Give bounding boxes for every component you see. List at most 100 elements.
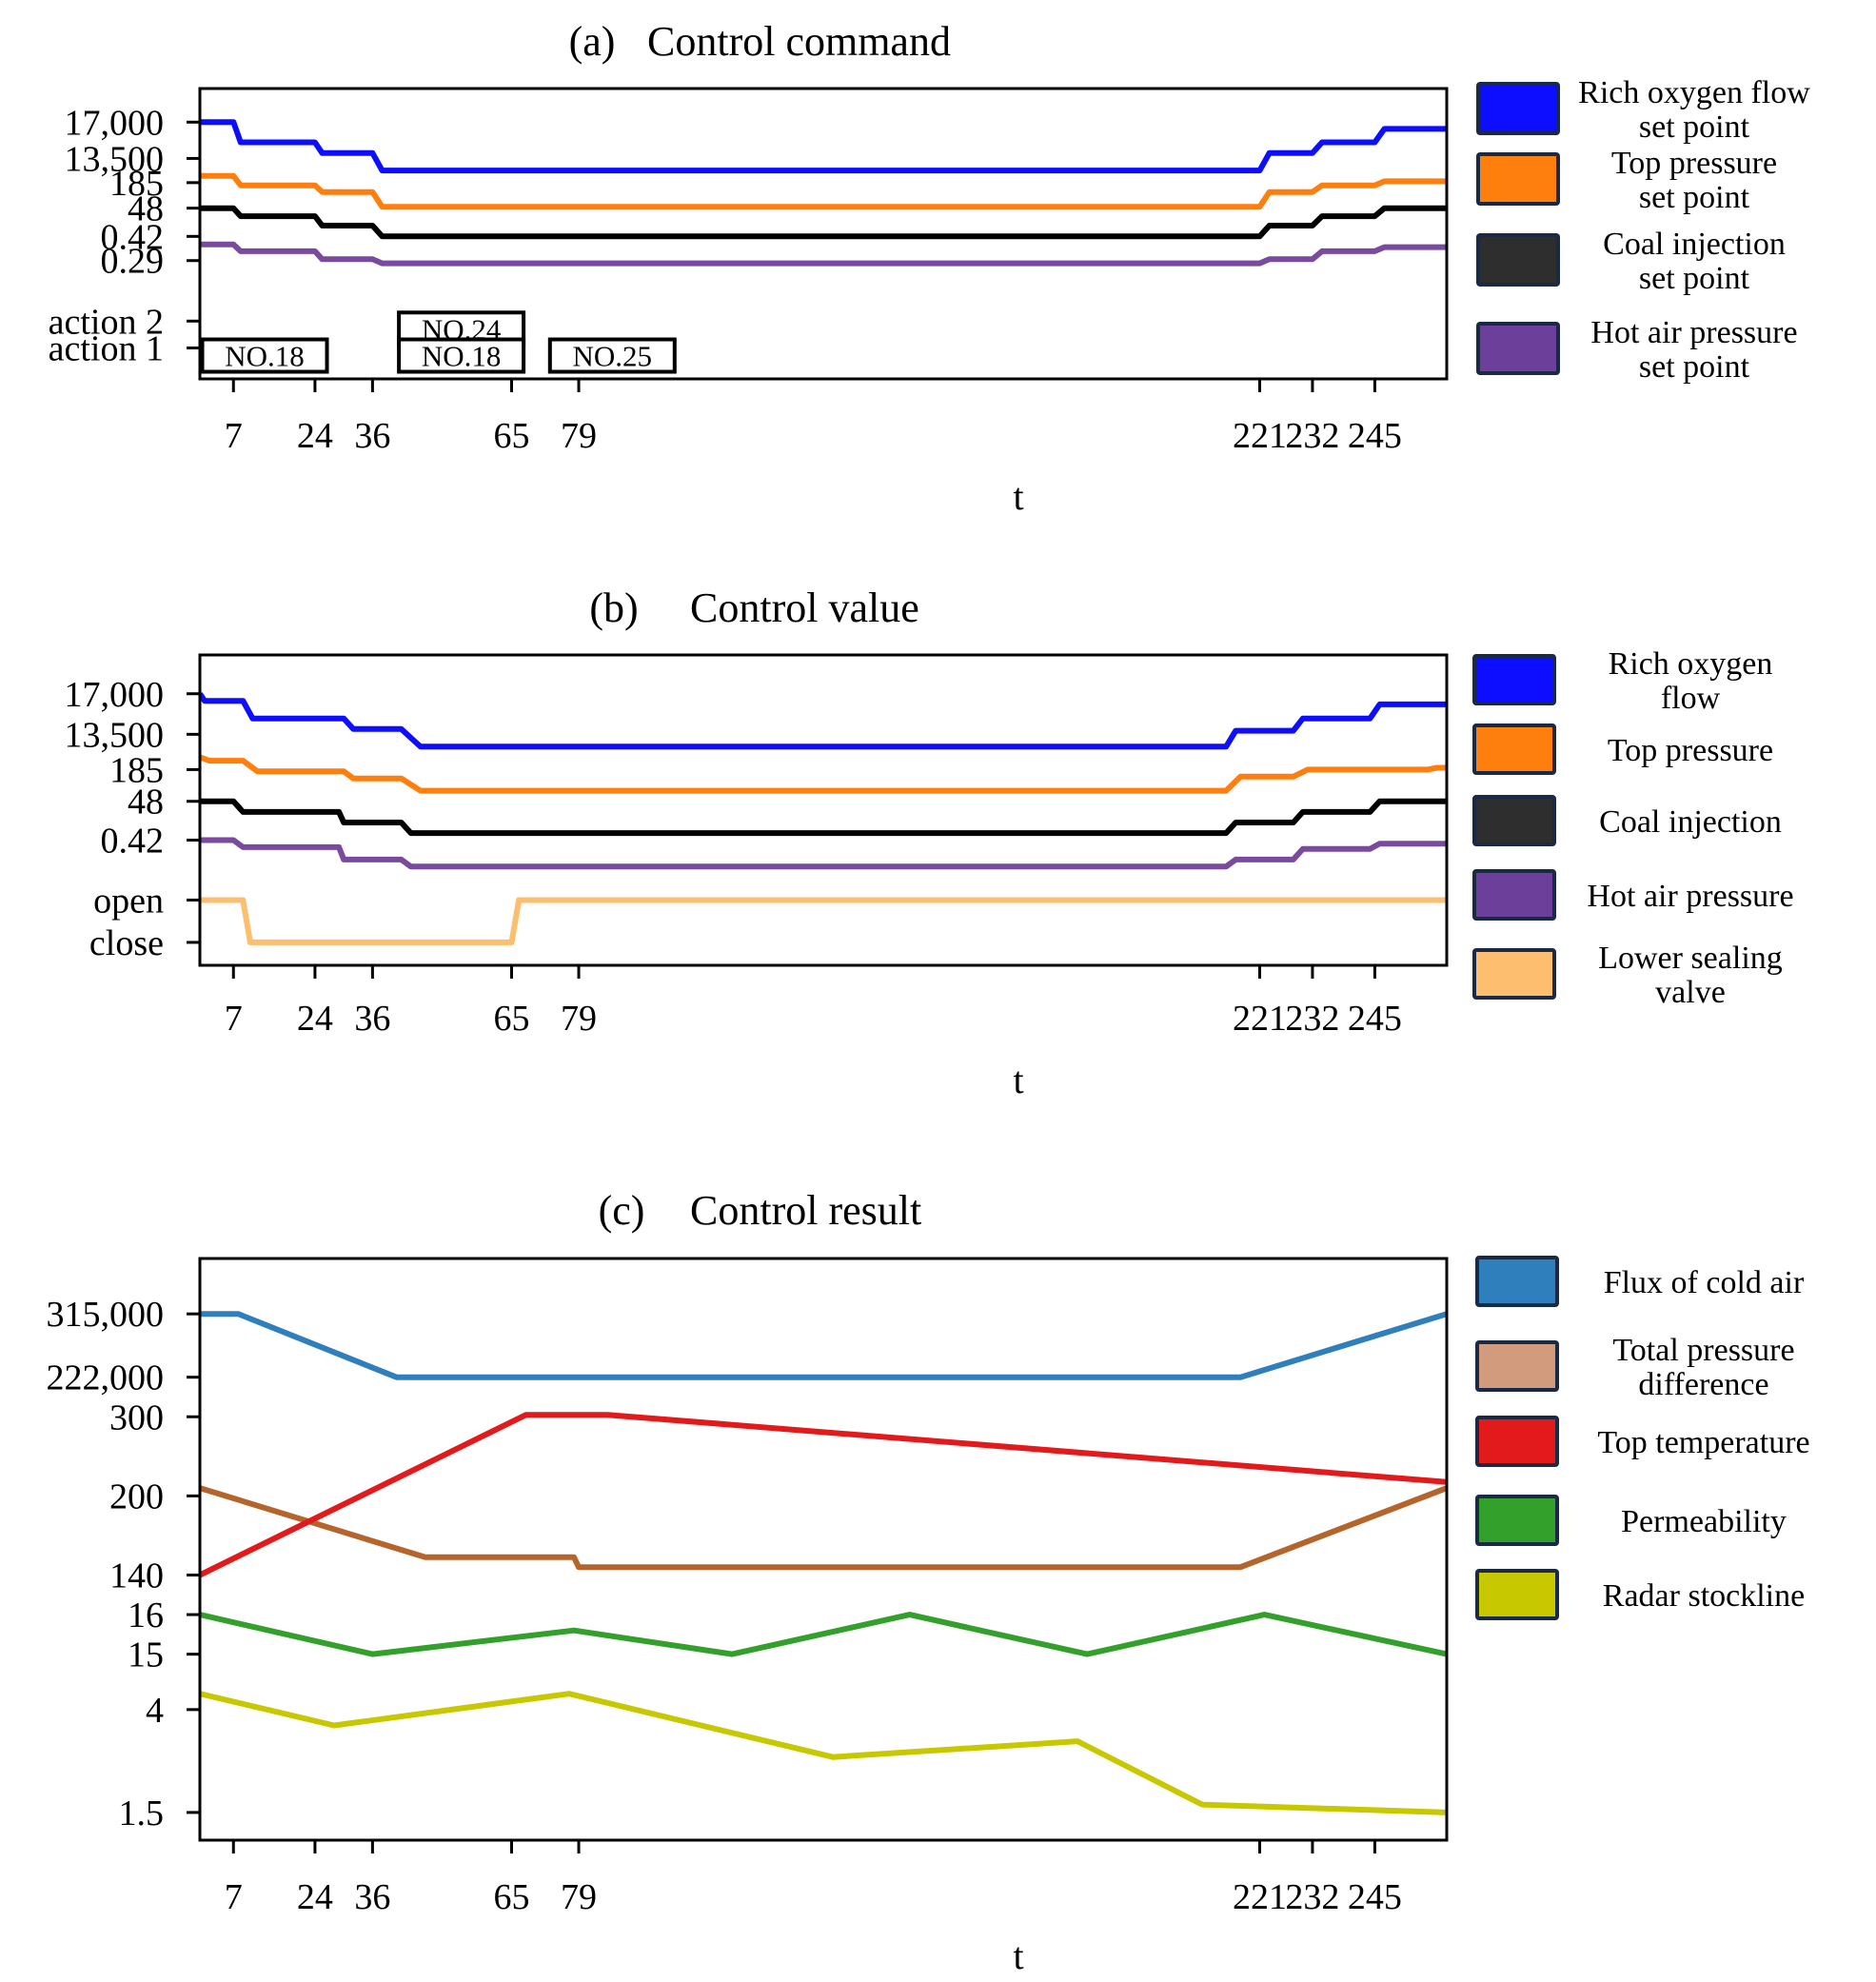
x-tick-label: 7: [225, 999, 243, 1039]
annotation-label: NO.18: [225, 340, 305, 373]
x-tick-label: 24: [297, 416, 333, 456]
y-tick-label: 13,500: [65, 715, 165, 755]
legend-swatch: [1472, 654, 1556, 705]
panel-label: (b): [589, 585, 638, 631]
legend: Flux of cold air Total pressuredifference…: [1475, 1256, 1810, 1620]
x-tick-label: 36: [354, 1877, 390, 1917]
legend-swatch: [1475, 1416, 1559, 1467]
legend-swatch: [1475, 1569, 1559, 1620]
x-tick-label: 245: [1348, 416, 1402, 456]
annotation-label: NO.18: [422, 340, 502, 373]
y-tick-label: 0.42: [101, 821, 165, 861]
x-tick-label: 221: [1233, 1877, 1287, 1917]
y-tick-label: 17,000: [65, 103, 165, 143]
x-tick-label: 24: [297, 999, 333, 1039]
series-line-top-pressure-set-point: [200, 172, 1447, 210]
x-tick-label: 65: [494, 1877, 530, 1917]
legend-label: Radar stockline: [1603, 1578, 1805, 1614]
series-line-total-pressure-difference: [200, 1485, 1447, 1571]
legend-swatch: [1476, 322, 1560, 375]
series-line-hot-air-pressure-set-point: [200, 241, 1447, 267]
legend-label: flow: [1661, 681, 1721, 716]
series-line-top-pressure: [200, 754, 1447, 794]
legend-swatch: [1472, 723, 1556, 775]
panel-label: (a): [569, 18, 616, 65]
series-line-rich-oxygen-flow: [200, 692, 1447, 750]
legend-label: Rich oxygen: [1609, 646, 1773, 682]
legend-label: difference: [1638, 1367, 1768, 1402]
plot-frame: [198, 87, 1449, 381]
x-tick-label: 65: [494, 416, 530, 456]
x-tick-label: 36: [354, 416, 390, 456]
legend-label: valve: [1655, 975, 1726, 1010]
series-line-lower-sealing-valve: [200, 897, 1447, 945]
series-group: [200, 692, 1447, 945]
legend-swatch: [1472, 869, 1556, 921]
legend-label: set point: [1639, 261, 1750, 296]
y-tick-label: 315,000: [47, 1295, 165, 1335]
x-tick-label: 79: [561, 1877, 597, 1917]
x-tick-label: 245: [1348, 999, 1402, 1039]
legend-label: Coal injection: [1603, 227, 1786, 262]
y-tick-label: 185: [109, 164, 164, 204]
chart-title: Control command: [647, 18, 951, 65]
y-tick-label: 17,000: [65, 675, 165, 715]
series-line-coal-injection-set-point: [200, 205, 1447, 240]
plot-frame: [198, 653, 1449, 967]
x-tick-label: 36: [354, 999, 390, 1039]
legend-label: Permeability: [1621, 1504, 1787, 1539]
x-tick-label: 221: [1233, 416, 1287, 456]
x-tick-label: 232: [1285, 999, 1339, 1039]
series-group: [200, 1311, 1447, 1815]
annotation-label: NO.25: [573, 340, 653, 373]
x-axis-label: t: [1013, 1059, 1023, 1101]
y-tick-label: 13,500: [65, 139, 165, 179]
x-axis-label: t: [1013, 475, 1023, 518]
y-tick-label: 222,000: [47, 1358, 165, 1398]
x-tick-label: 221: [1233, 999, 1287, 1039]
x-tick-label: 232: [1285, 1877, 1339, 1917]
legend-label: set point: [1639, 349, 1750, 385]
legend-label: Total pressure: [1612, 1333, 1794, 1368]
x-tick-label: 79: [561, 999, 597, 1039]
y-tick-label: close: [89, 923, 164, 963]
y-tick-label: 200: [109, 1477, 164, 1516]
x-tick-label: 24: [297, 1877, 333, 1917]
x-axis-label: t: [1013, 1934, 1023, 1977]
y-tick-label: 48: [128, 189, 164, 229]
legend-swatch: [1476, 233, 1560, 287]
legend-label: set point: [1639, 109, 1750, 145]
annotation-box: [397, 337, 526, 374]
y-tick-label: 300: [109, 1397, 164, 1437]
x-tick-label: 7: [225, 416, 243, 456]
y-tick-label: 15: [128, 1635, 164, 1675]
legend-label: set point: [1639, 180, 1750, 215]
y-tick-label: 0.42: [101, 217, 165, 257]
y-tick-label: 4: [146, 1691, 164, 1731]
series-line-coal-injection: [200, 798, 1447, 837]
legend-swatch: [1476, 82, 1560, 135]
y-tick-label: open: [93, 881, 164, 921]
legend-label: Coal injection: [1599, 804, 1782, 840]
legend-label: Top pressure: [1611, 146, 1777, 181]
chart-title: Control result: [690, 1187, 921, 1234]
x-tick-label: 245: [1348, 1877, 1402, 1917]
legend-label: Lower sealing: [1598, 941, 1783, 976]
annotation-box: [200, 337, 329, 374]
legend-swatch: [1475, 1256, 1559, 1307]
y-tick-label: 1.5: [119, 1794, 165, 1833]
legend-swatch: [1475, 1495, 1559, 1546]
y-tick-label: action 1: [49, 329, 164, 369]
series-line-hot-air-pressure: [200, 837, 1447, 870]
legend-label: Top pressure: [1608, 733, 1773, 768]
y-tick-label: 48: [128, 783, 164, 823]
legend-swatch: [1476, 152, 1560, 206]
x-tick-label: 79: [561, 416, 597, 456]
x-tick-label: 65: [494, 999, 530, 1039]
y-tick-label: 0.29: [101, 242, 165, 282]
